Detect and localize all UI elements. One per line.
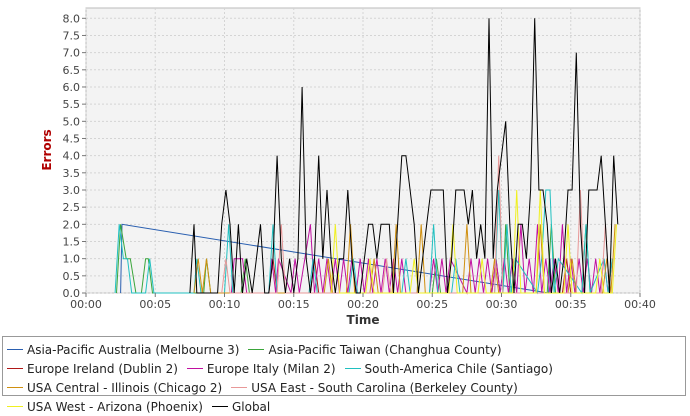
legend-label: Asia-Pacific Taiwan (Changhua County) bbox=[268, 342, 502, 357]
y-tick-label: 4.0 bbox=[63, 150, 81, 163]
line-chart: 00:00 00:05 00:10 00:15 00:20 00:25 00:30 00:35… bbox=[40, 7, 656, 327]
y-tick-label: 8.0 bbox=[63, 12, 81, 25]
y-tick-label: 7.0 bbox=[63, 47, 81, 60]
y-tick-label: 6.5 bbox=[63, 64, 81, 77]
x-tick-label: 00:35 bbox=[555, 298, 587, 311]
y-axis-label: Errors bbox=[40, 129, 54, 170]
y-tick-label: 3.5 bbox=[63, 167, 81, 180]
legend-swatch bbox=[7, 387, 23, 388]
x-tick-label: 00:15 bbox=[278, 298, 310, 311]
plot-area bbox=[85, 7, 641, 294]
x-tick-label: 00:05 bbox=[139, 298, 171, 311]
x-tick-label: 00:25 bbox=[416, 298, 448, 311]
y-tick-label: 1.5 bbox=[63, 235, 81, 248]
legend: Asia-Pacific Australia (Melbourne 3) Asia… bbox=[2, 336, 686, 414]
legend-label: USA Central - Illinois (Chicago 2) bbox=[27, 380, 223, 395]
legend-item: USA East - South Carolina (Berkeley Coun… bbox=[231, 378, 518, 397]
gridlines bbox=[85, 8, 641, 294]
y-tick-label: 7.5 bbox=[63, 29, 81, 42]
x-tick-label: 00:30 bbox=[486, 298, 518, 311]
y-tick-label: 5.0 bbox=[63, 115, 81, 128]
legend-label: USA East - South Carolina (Berkeley Coun… bbox=[251, 380, 518, 395]
legend-item: USA Central - Illinois (Chicago 2) bbox=[7, 378, 222, 397]
y-tick-label: 5.5 bbox=[63, 98, 81, 111]
legend-swatch bbox=[7, 349, 23, 350]
series-line bbox=[189, 18, 619, 294]
legend-swatch bbox=[344, 368, 361, 369]
series-line bbox=[230, 224, 613, 295]
series-line bbox=[330, 189, 617, 294]
y-tick-label: 1.0 bbox=[63, 253, 81, 266]
series-lines bbox=[114, 18, 619, 295]
legend-swatch bbox=[7, 368, 23, 369]
series-line bbox=[193, 224, 616, 294]
legend-swatch bbox=[248, 349, 265, 350]
legend-swatch bbox=[231, 387, 248, 388]
y-tick-label: 0.0 bbox=[63, 287, 81, 300]
legend-label: USA West - Arizona (Phoenix) bbox=[27, 399, 203, 414]
x-tick-label: 00:10 bbox=[209, 298, 241, 311]
legend-item: South-America Chile (Santiago) bbox=[344, 359, 553, 378]
y-tick-label: 2.5 bbox=[63, 201, 81, 214]
legend-item: Europe Italy (Milan 2) bbox=[186, 359, 336, 378]
legend-swatch bbox=[211, 406, 228, 407]
legend-label: Europe Italy (Milan 2) bbox=[206, 361, 336, 376]
x-tick-label: 00:40 bbox=[624, 298, 656, 311]
y-tick-label: 3.0 bbox=[63, 184, 81, 197]
legend-label: Asia-Pacific Australia (Melbourne 3) bbox=[27, 342, 240, 357]
y-tick-label: 4.5 bbox=[63, 132, 81, 145]
y-tick-label: 6.0 bbox=[63, 81, 81, 94]
x-tick-label: 00:20 bbox=[347, 298, 379, 311]
legend-item: Europe Ireland (Dublin 2) bbox=[7, 359, 178, 378]
legend-label: Europe Ireland (Dublin 2) bbox=[27, 361, 178, 376]
legend-swatch bbox=[7, 406, 23, 407]
y-tick-label: 2.0 bbox=[63, 218, 81, 231]
legend-item: Asia-Pacific Australia (Melbourne 3) bbox=[7, 340, 239, 359]
axes: 00:00 00:05 00:10 00:15 00:20 00:25 00:30 00:35… bbox=[63, 12, 656, 311]
y-tick-label: 0.5 bbox=[63, 270, 81, 283]
legend-item: Asia-Pacific Taiwan (Changhua County) bbox=[248, 340, 502, 359]
x-axis-label: Time bbox=[347, 313, 380, 327]
x-tick-label: 00:00 bbox=[70, 298, 102, 311]
legend-swatch bbox=[186, 368, 203, 369]
legend-label: South-America Chile (Santiago) bbox=[364, 361, 553, 376]
legend-label: Global bbox=[231, 399, 271, 414]
